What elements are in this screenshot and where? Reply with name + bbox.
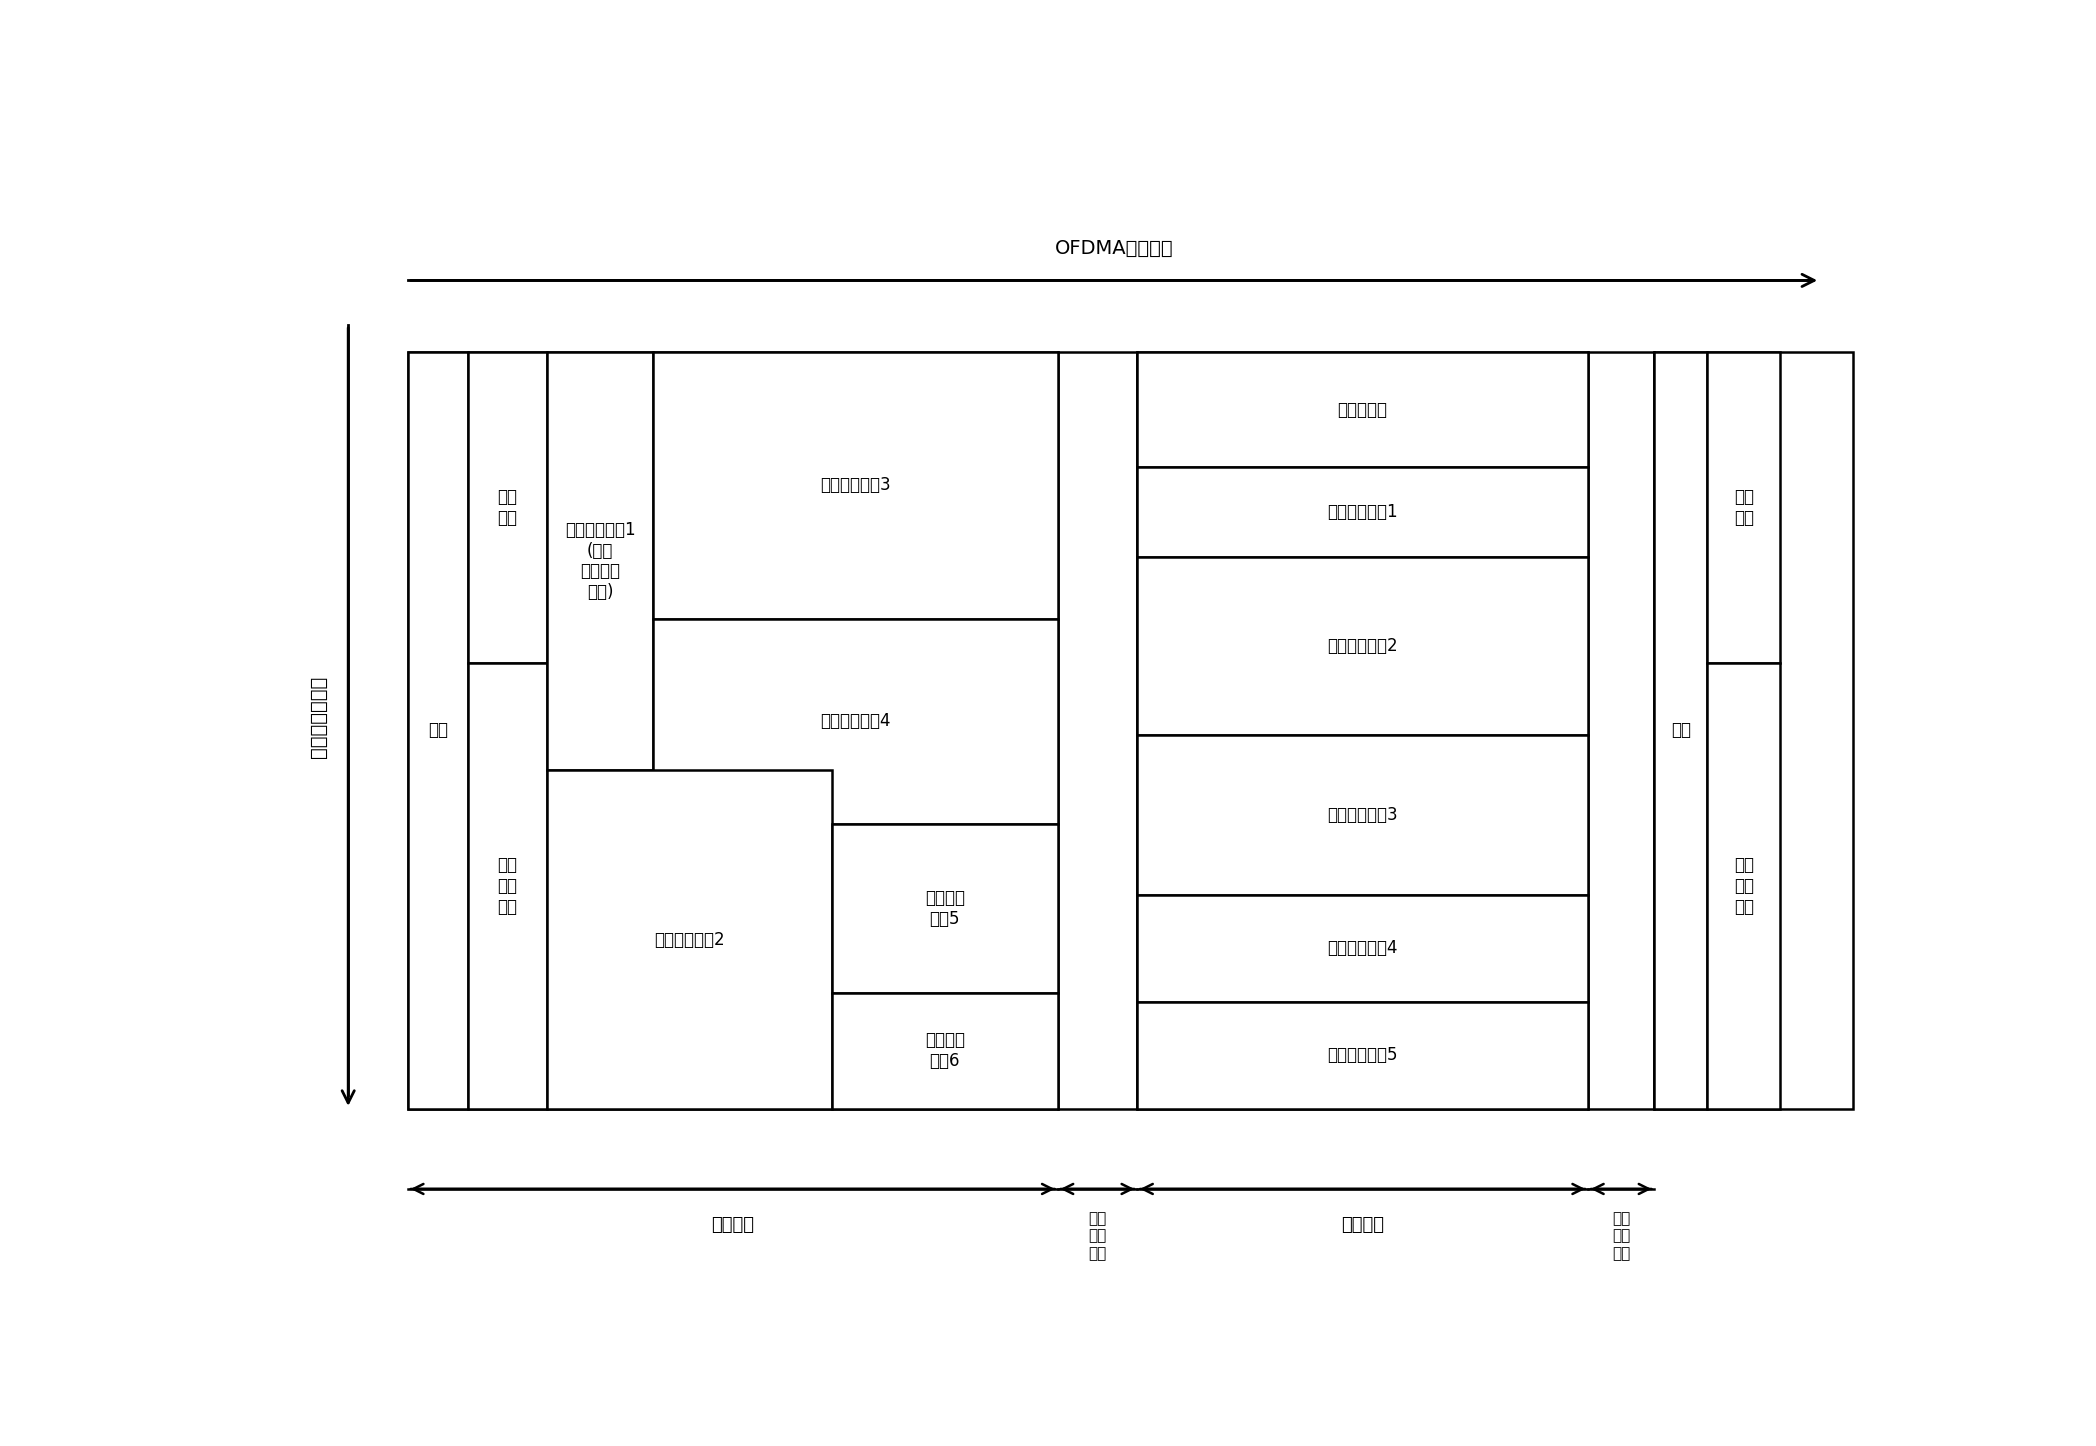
Bar: [1708, 664, 1780, 1109]
Text: 下行链路
突发6: 下行链路 突发6: [924, 1031, 964, 1070]
Text: 发送
转换
间隔: 发送 转换 间隔: [1088, 1212, 1107, 1261]
Bar: [1138, 895, 1589, 1002]
Text: 下行链路突发1
(承载
上行链路
映射): 下行链路突发1 (承载 上行链路 映射): [564, 521, 635, 602]
Text: 前导: 前导: [1671, 722, 1691, 739]
Text: 上行链路突发2: 上行链路突发2: [1327, 636, 1398, 655]
Bar: [654, 619, 1058, 824]
Bar: [467, 351, 547, 664]
Text: 下行链路突发3: 下行链路突发3: [820, 476, 891, 495]
Text: 上行链路: 上行链路: [1341, 1216, 1383, 1233]
Text: 下行链路突发2: 下行链路突发2: [654, 931, 725, 949]
Bar: [1138, 351, 1589, 467]
Text: 逻辑子信道个数: 逻辑子信道个数: [308, 675, 327, 758]
Text: 下行链路
突发5: 下行链路 突发5: [924, 889, 964, 928]
Text: 帧控
制头: 帧控 制头: [497, 489, 518, 526]
Text: OFDMA符号个数: OFDMA符号个数: [1054, 239, 1174, 259]
Text: 下行
链路
映射: 下行 链路 映射: [1733, 856, 1754, 915]
Bar: [1138, 467, 1589, 557]
Bar: [1138, 1002, 1589, 1109]
Bar: [1138, 351, 1589, 1109]
Bar: [409, 351, 467, 1109]
Bar: [1654, 351, 1708, 1109]
Text: 上行链路突发1: 上行链路突发1: [1327, 503, 1398, 521]
Text: 上行链路突发5: 上行链路突发5: [1327, 1047, 1398, 1064]
Bar: [1589, 351, 1654, 1109]
Bar: [1654, 351, 1853, 1109]
Text: 下行
链路
映射: 下行 链路 映射: [497, 856, 518, 915]
Text: 前导: 前导: [428, 722, 449, 739]
Bar: [467, 664, 547, 1109]
Text: 发送
转换
间隔: 发送 转换 间隔: [1612, 1212, 1631, 1261]
Bar: [1138, 557, 1589, 735]
Text: 测距子信道: 测距子信道: [1337, 401, 1388, 418]
Bar: [832, 824, 1058, 993]
Bar: [1138, 735, 1589, 895]
Bar: [654, 351, 1058, 619]
Text: 下行链路突发4: 下行链路突发4: [820, 713, 891, 730]
Text: 上行链路突发4: 上行链路突发4: [1327, 940, 1398, 957]
Bar: [1058, 351, 1138, 1109]
Bar: [409, 351, 1058, 1109]
Bar: [547, 351, 654, 771]
Bar: [547, 771, 832, 1109]
Bar: [1708, 351, 1780, 664]
Bar: [832, 993, 1058, 1109]
Text: 上行链路突发3: 上行链路突发3: [1327, 805, 1398, 824]
Text: 下行链路: 下行链路: [711, 1216, 755, 1233]
Text: 帧控
制头: 帧控 制头: [1733, 489, 1754, 526]
